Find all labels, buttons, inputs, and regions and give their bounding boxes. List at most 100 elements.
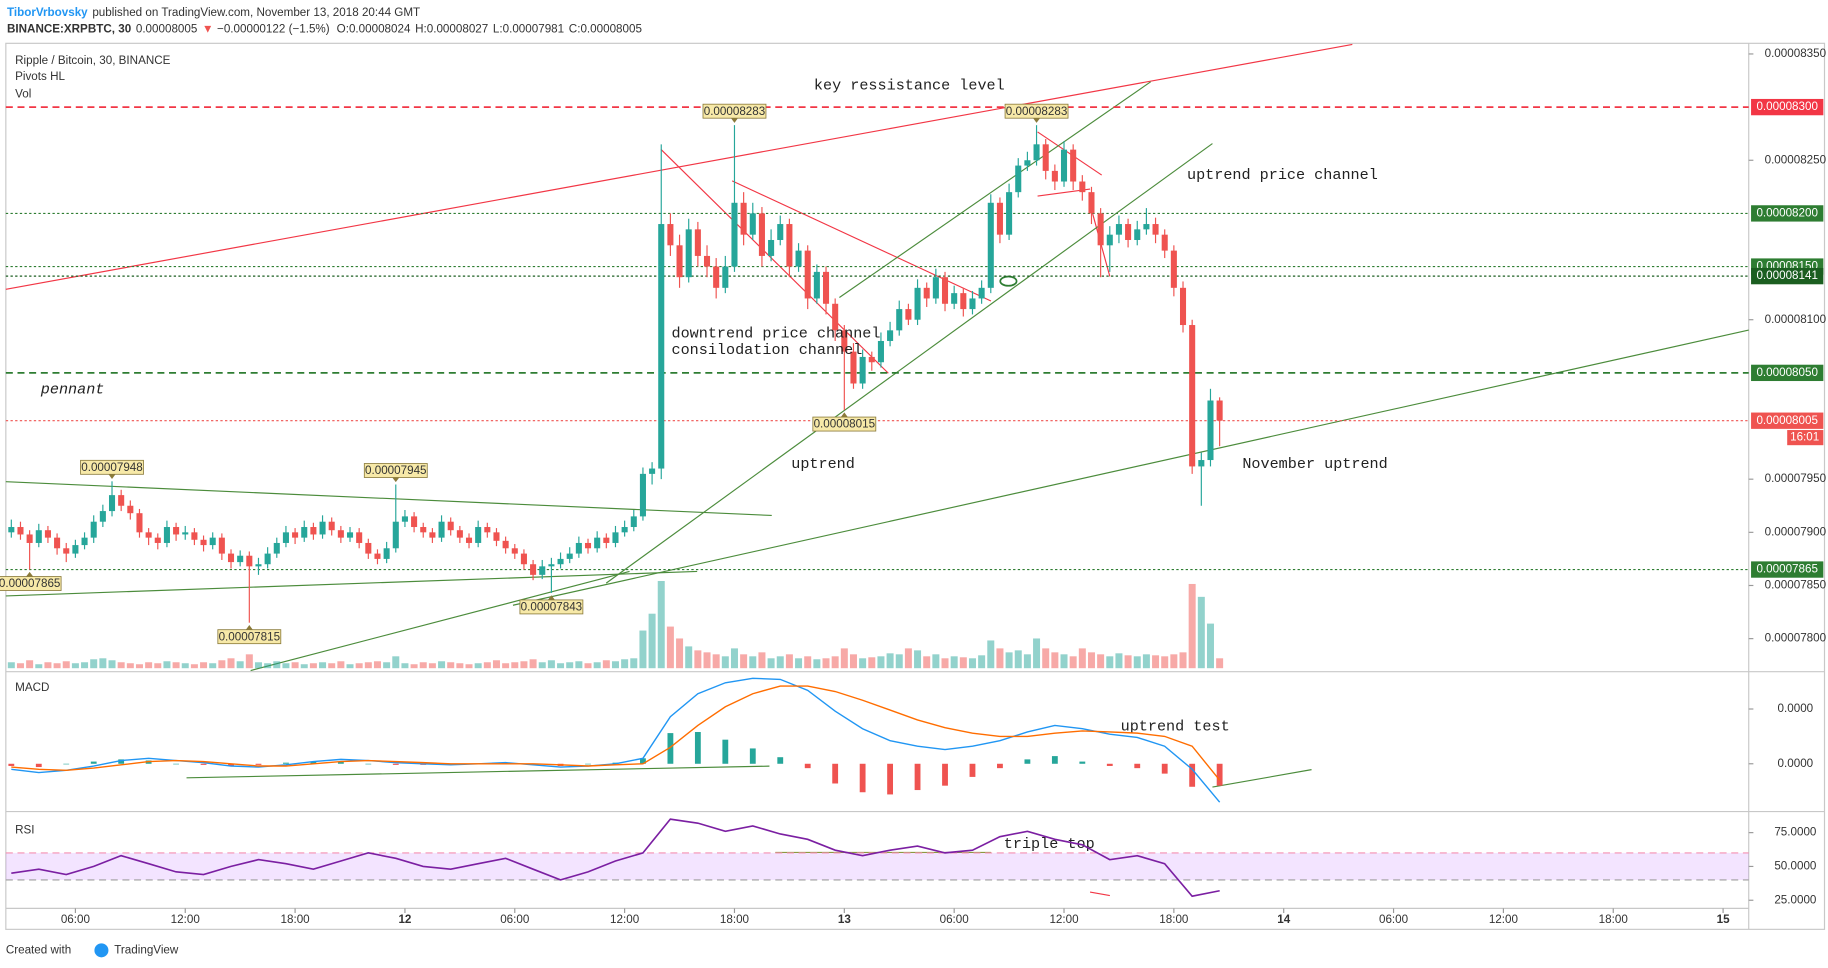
candle-body: [237, 555, 244, 563]
volume-bar: [932, 654, 940, 669]
macd-histogram: [90, 761, 97, 764]
rsi-line: [11, 818, 1220, 898]
macd-histogram: [63, 763, 70, 765]
level-label-box: [1751, 364, 1824, 382]
volume-bar: [621, 659, 629, 669]
volume-bar: [776, 656, 784, 669]
candle-body: [328, 521, 335, 531]
trend-line: [660, 148, 889, 374]
candle-body: [685, 229, 692, 278]
volume-bar: [364, 662, 372, 669]
macd-histogram: [804, 763, 811, 769]
candle-body: [832, 303, 839, 331]
volume-bar: [822, 658, 830, 669]
macd-histogram: [365, 763, 372, 765]
volume-bar: [99, 658, 107, 669]
volume-bar: [1106, 656, 1114, 669]
volume-bar: [264, 663, 272, 669]
candle-body: [713, 266, 720, 288]
trend-line: [1089, 891, 1110, 897]
volume-bar: [657, 580, 665, 669]
trend-line: [605, 143, 1213, 584]
volume-bar: [813, 659, 821, 669]
footer-brand[interactable]: TradingView: [114, 943, 179, 956]
volume-bar: [511, 662, 519, 669]
candle-body: [154, 537, 161, 543]
pivot-pointer: [730, 118, 738, 123]
pivot-box: [217, 629, 282, 645]
candle-body: [575, 542, 582, 554]
open: O:0.00008024: [337, 22, 411, 35]
volume-bar: [611, 661, 619, 669]
candle-body: [1015, 165, 1022, 193]
volume-bar: [1005, 652, 1013, 669]
candle-body: [282, 532, 289, 543]
x-tick-label: 12:00: [610, 913, 640, 926]
macd-histogram: [640, 758, 646, 764]
candle-body: [530, 564, 537, 575]
candle-body: [356, 532, 363, 543]
candle-body: [1125, 224, 1132, 240]
volume-bar: [1216, 658, 1224, 669]
volume-bar: [557, 663, 565, 669]
high: H:0.00008027: [415, 22, 488, 35]
volume-bar: [849, 654, 857, 669]
macd-histogram: [1106, 763, 1113, 766]
volume-bar: [676, 638, 684, 669]
annotation: key ressistance level: [814, 76, 1005, 94]
volume-bar: [529, 659, 537, 669]
author[interactable]: TiborVrbovsky: [7, 6, 88, 19]
candle-body: [923, 287, 930, 299]
volume-bar: [419, 662, 427, 669]
x-tick-label: 14: [1277, 913, 1290, 926]
candle-body: [17, 527, 24, 535]
volume-bar: [1152, 655, 1160, 669]
candle-body: [392, 521, 399, 549]
candle-body: [456, 530, 463, 538]
volume-bar: [694, 650, 702, 669]
pivot-box: [812, 416, 877, 432]
candle-body: [887, 330, 894, 341]
volume-bar: [474, 663, 482, 669]
macd-line: [11, 677, 1221, 803]
candle-body: [383, 548, 390, 559]
volume-bar: [1042, 648, 1050, 669]
volume-bar: [355, 663, 363, 669]
volume-bar: [767, 658, 775, 669]
pivot-box: [1004, 103, 1069, 119]
volume-bar: [236, 661, 244, 669]
volume-bar: [227, 658, 235, 669]
candle-body: [905, 309, 912, 320]
candle-body: [951, 293, 958, 304]
annotation: triple top: [1004, 835, 1095, 853]
volume-bar: [914, 650, 922, 669]
volume-bar: [1142, 654, 1150, 669]
volume-bar: [16, 663, 24, 669]
volume-bar: [71, 663, 79, 669]
macd-histogram: [1079, 761, 1086, 764]
macd-histogram: [200, 763, 207, 765]
trend-line: [5, 570, 698, 597]
volume-bar: [1179, 652, 1187, 669]
volume-bar: [575, 661, 583, 669]
candle-body: [1060, 149, 1068, 182]
macd-histogram: [173, 763, 180, 765]
volume-bar: [721, 656, 729, 669]
volume-bar: [401, 663, 409, 669]
volume-bar: [44, 662, 52, 669]
candle-body: [850, 351, 857, 384]
macd-histogram: [1216, 763, 1223, 786]
volume-bar: [1161, 656, 1169, 669]
volume-bar: [630, 658, 638, 669]
level-label: 0.00008300: [1756, 100, 1818, 113]
study-legend: Pivots HL: [15, 70, 65, 83]
pivot-pointer: [245, 625, 253, 630]
candle-body: [658, 224, 665, 469]
volume-bar: [392, 656, 400, 669]
candle-body: [768, 239, 775, 256]
annotation: uptrend: [791, 455, 855, 473]
study-legend: Vol: [15, 88, 31, 101]
candle-body: [1179, 287, 1187, 326]
macd-line: [11, 685, 1221, 781]
